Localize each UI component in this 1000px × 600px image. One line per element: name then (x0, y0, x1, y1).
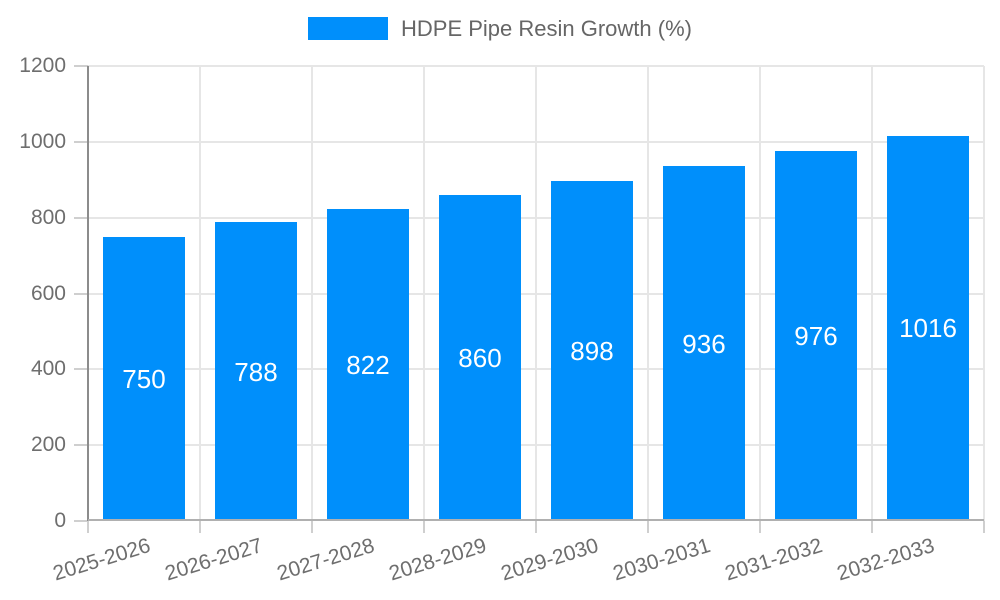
bar-value-label: 898 (570, 335, 614, 366)
bar[interactable]: 750 (103, 236, 185, 521)
x-axis-line (88, 519, 984, 521)
x-axis-tick-label: 2029-2030 (497, 534, 601, 586)
bar[interactable]: 976 (775, 150, 857, 521)
bar-value-label: 860 (458, 342, 502, 373)
x-axis-tick-label: 2026-2027 (161, 534, 265, 586)
x-axis-tick (647, 521, 649, 533)
x-axis-tick (199, 521, 201, 533)
y-axis-tick-label: 200 (30, 433, 66, 457)
legend-item[interactable]: HDPE Pipe Resin Growth (%) (0, 17, 1000, 40)
x-axis-tick (535, 521, 537, 533)
x-axis-tick (759, 521, 761, 533)
x-axis-tick-label: 2028-2029 (385, 534, 489, 586)
gridline-vertical (983, 66, 985, 521)
legend-label: HDPE Pipe Resin Growth (%) (401, 16, 692, 41)
bar[interactable]: 936 (663, 166, 745, 521)
x-axis-tick-label: 2031-2032 (721, 534, 825, 586)
x-axis-tick (983, 521, 985, 533)
gridline-vertical (311, 66, 313, 521)
y-axis-tick-label: 400 (30, 357, 66, 381)
y-axis-tick (74, 520, 88, 522)
bar-value-label: 936 (682, 328, 726, 359)
bar-value-label: 976 (794, 320, 838, 351)
y-axis-tick-label: 1000 (19, 129, 66, 153)
y-axis-tick-label: 800 (30, 205, 66, 229)
y-axis-tick-label: 600 (30, 281, 66, 305)
gridline-vertical (535, 66, 537, 521)
gridline-vertical (759, 66, 761, 521)
bar-value-label: 788 (234, 356, 278, 387)
x-axis-tick-label: 2025-2026 (49, 534, 153, 586)
bar[interactable]: 1016 (887, 135, 969, 521)
y-axis-tick (74, 65, 88, 67)
legend-swatch (308, 17, 388, 40)
y-axis-tick-label: 1200 (19, 54, 66, 77)
x-axis-tick (871, 521, 873, 533)
gridline-vertical (423, 66, 425, 521)
gridline-vertical (199, 66, 201, 521)
y-axis-line (87, 66, 89, 521)
y-axis-tick-label: 0 (54, 509, 66, 532)
bar-value-label: 822 (346, 350, 390, 381)
bar-value-label: 1016 (899, 313, 957, 344)
x-axis-tick-label: 2032-2033 (833, 534, 937, 586)
x-axis-tick (87, 521, 89, 533)
y-axis-tick (74, 368, 88, 371)
gridline-vertical (647, 66, 649, 521)
y-axis-tick (74, 216, 88, 219)
y-axis-tick (74, 292, 88, 295)
x-axis-tick-label: 2027-2028 (273, 534, 377, 586)
bar[interactable]: 822 (327, 209, 409, 521)
x-axis-tick (423, 521, 425, 533)
bar[interactable]: 788 (215, 222, 297, 521)
bar-value-label: 750 (122, 363, 166, 394)
x-axis-tick-label: 2030-2031 (609, 534, 713, 586)
bar[interactable]: 898 (551, 180, 633, 521)
bar[interactable]: 860 (439, 194, 521, 521)
gridline-vertical (871, 66, 873, 521)
plot-area: 750 788 822 860 898 936 976 1016 (74, 65, 985, 533)
y-axis-tick (74, 140, 88, 143)
x-axis-tick (311, 521, 313, 533)
y-axis-tick (74, 444, 88, 447)
